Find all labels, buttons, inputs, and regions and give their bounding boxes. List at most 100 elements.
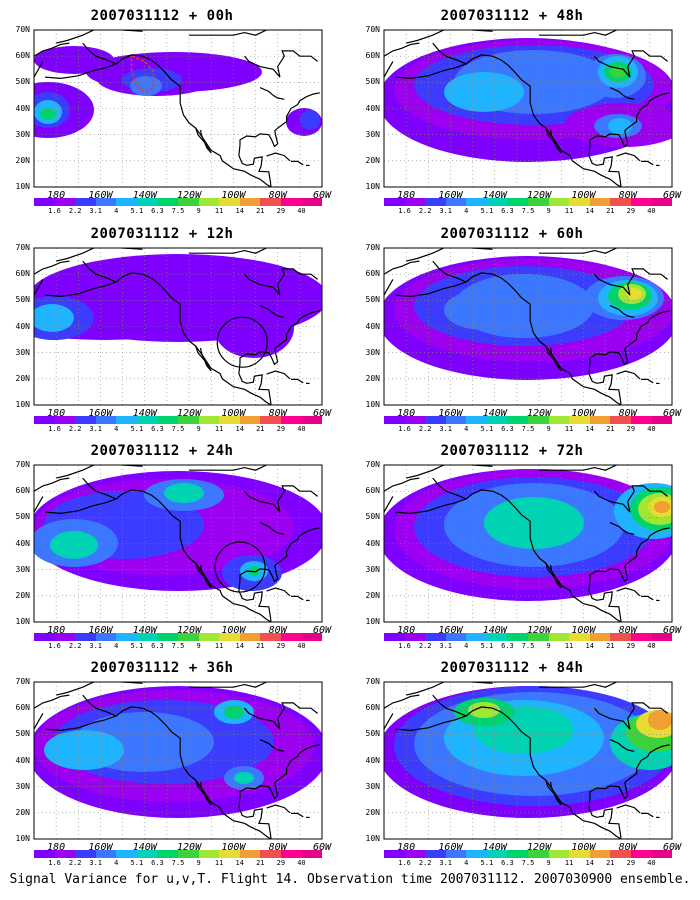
coastline: [259, 87, 285, 100]
panel-title: 2007031112 + 84h: [440, 660, 584, 676]
variance-map: [383, 464, 673, 623]
map-panel: 2007031112 + 72h 70N 60N 50N 40N 30N 20N 10N 180…: [362, 443, 681, 655]
lat-tick-label: 40N: [365, 103, 380, 113]
colorbar-swatch: [157, 850, 179, 858]
colorbar-swatch: [425, 198, 446, 206]
colorbar-swatch: [136, 416, 158, 424]
lat-tick-label: 20N: [365, 155, 380, 165]
colorbar-swatch: [425, 416, 446, 424]
colorbar-swatch: [486, 633, 508, 641]
colorbar-label: 7.5: [171, 425, 185, 433]
colorbar-swatch: [116, 850, 137, 858]
coastline: [239, 744, 320, 800]
coastline: [395, 694, 468, 732]
colorbar-swatch: [157, 416, 179, 424]
coastline: [45, 477, 118, 515]
map-area: 70N 60N 50N 40N 30N 20N 10N 180 160W 140W 120W 100W…: [366, 460, 681, 636]
variance-contour: [44, 730, 124, 770]
map-area: 70N 60N 50N 40N 30N 20N 10N 180 160W 140W 120W 100W…: [366, 25, 681, 201]
colorbar: [384, 633, 673, 641]
map-area: 70N 60N 50N 40N 30N 20N 10N 180 160W 140W 120W 100W…: [16, 460, 331, 636]
colorbar-swatch: [157, 198, 179, 206]
lon-tick-label: 60W: [312, 842, 332, 853]
colorbar-swatch: [157, 633, 179, 641]
colorbar-swatch: [239, 850, 261, 858]
colorbar-label: 14: [235, 207, 244, 215]
coastline: [384, 477, 420, 492]
coastline: [45, 260, 118, 298]
colorbar-label: 1.6: [398, 425, 411, 433]
colorbar-swatch: [610, 416, 631, 424]
colorbar-label: 40: [647, 425, 656, 433]
lat-tick-label: 30N: [365, 129, 380, 139]
colorbar-label: 7.5: [521, 207, 535, 215]
colorbar-label: 21: [606, 207, 615, 215]
colorbar-swatch: [445, 198, 467, 206]
variance-contour: [608, 118, 632, 134]
colorbar-label: 5.1: [130, 207, 144, 215]
lat-tick-label: 30N: [15, 347, 30, 357]
map-frame: [33, 681, 323, 840]
colorbar-label: 11: [564, 859, 574, 867]
coastline: [384, 279, 394, 296]
colorbar-swatch: [178, 850, 199, 858]
panel-title: 2007031112 + 00h: [90, 8, 234, 24]
lon-tick-label: 140W: [132, 408, 157, 419]
coastline: [406, 30, 493, 44]
colorbar-swatch: [528, 416, 549, 424]
colorbar-label: 3.1: [89, 642, 103, 650]
panel-title: 2007031112 + 24h: [90, 443, 234, 459]
colorbar-label: 14: [585, 425, 594, 433]
colorbar-swatch: [260, 416, 281, 424]
lat-tick-label: 50N: [365, 729, 380, 739]
colorbar-swatch: [198, 198, 220, 206]
variance-contour: [234, 772, 254, 784]
colorbar-swatch: [569, 633, 590, 641]
colorbar-swatch: [301, 416, 323, 424]
colorbar-swatch: [630, 850, 652, 858]
colorbar-label: 4: [464, 207, 469, 215]
lon-tick-label: 60W: [312, 625, 332, 636]
coastline: [589, 92, 670, 148]
coastline: [291, 812, 304, 818]
coastline: [56, 248, 143, 262]
lon-tick-label: 160W: [438, 842, 463, 853]
colorbar-label: 2.2: [68, 642, 82, 650]
map-area: 70N 60N 50N 40N 30N 20N 10N 180 160W 140W 120W 100W…: [16, 25, 331, 201]
lat-tick-label: 10N: [15, 400, 30, 409]
colorbar-swatch: [75, 850, 96, 858]
lat-tick-label: 70N: [15, 243, 30, 252]
colorbar-label: 3.1: [439, 425, 453, 433]
coastline: [45, 42, 118, 80]
lon-tick-label: 80W: [268, 625, 287, 636]
colorbar-labels: 1.6 2.2 3.1 4 5.1 6.3 7.5 9 11 14 21 29 40: [34, 207, 322, 217]
colorbar-swatch: [466, 198, 487, 206]
lon-tick-label: 80W: [268, 408, 287, 419]
colorbar-label: 5.1: [130, 425, 144, 433]
coastline: [594, 50, 668, 78]
variance-map: [33, 681, 323, 840]
coastline: [539, 465, 617, 471]
colorbar: [34, 633, 323, 641]
coastline: [514, 506, 622, 622]
colorbar-label: 40: [647, 207, 656, 215]
colorbar-labels: 1.6 2.2 3.1 4 5.1 6.3 7.5 9 11 14 21 29 40: [34, 425, 322, 435]
lon-tick-label: 160W: [88, 190, 113, 201]
coastline: [616, 587, 641, 597]
colorbar-swatch: [198, 850, 220, 858]
colorbar-labels: 1.6 2.2 3.1 4 5.1 6.3 7.5 9 11 14 21 29 40: [384, 207, 672, 217]
colorbar-swatch: [54, 850, 76, 858]
panel-title: 2007031112 + 12h: [90, 226, 234, 242]
colorbar-swatch: [404, 850, 426, 858]
colorbar-label: 3.1: [89, 859, 103, 867]
colorbar-swatch: [384, 850, 405, 858]
coastline: [34, 279, 44, 296]
lon-tick-label: 180: [47, 190, 66, 201]
colorbar-label: 9: [196, 859, 201, 867]
colorbar-label: 4: [114, 207, 119, 215]
coastline: [406, 248, 493, 262]
colorbar-swatch: [528, 633, 549, 641]
colorbar-swatch: [528, 198, 549, 206]
coastline: [465, 272, 516, 291]
variance-contour: [50, 531, 98, 559]
